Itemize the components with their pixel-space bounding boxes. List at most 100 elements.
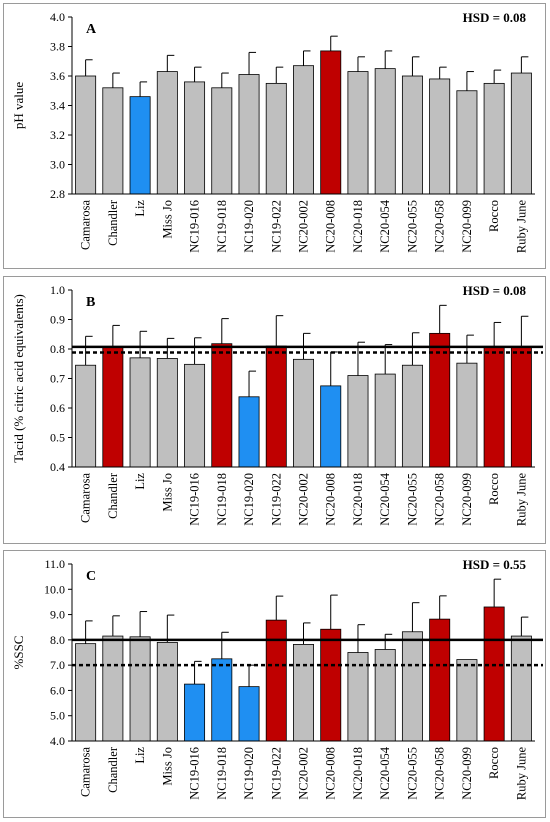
y-tick-label: 5.0 (50, 709, 65, 723)
bar-nc20-099 (456, 659, 478, 742)
x-tick-label: NC20-058 (433, 200, 447, 253)
bar-nc20-055 (401, 631, 423, 742)
x-tick-label: NC19-018 (215, 747, 229, 800)
bar-rocco (483, 82, 505, 195)
x-tick-label: Ruby June (514, 473, 528, 527)
x-tick-label: NC20-018 (351, 747, 365, 800)
panel-letter: B (86, 295, 95, 310)
y-tick-label: 3.8 (50, 40, 65, 54)
bar-nc20-058 (429, 618, 451, 742)
bar-nc19-020 (238, 74, 260, 195)
bar-nc19-018 (211, 658, 233, 742)
x-tick-label: NC19-016 (188, 747, 202, 800)
x-tick-label: NC20-058 (433, 747, 447, 800)
bar-nc19-016 (184, 363, 206, 468)
bar-nc19-022 (265, 619, 287, 742)
bar-chandler (102, 635, 124, 742)
bar-chandler (102, 346, 124, 468)
bar-rocco (483, 347, 505, 468)
bar-liz (129, 96, 151, 195)
bar-nc19-020 (238, 686, 260, 742)
x-tick-label: NC20-099 (460, 473, 474, 526)
x-tick-label: Miss Jo (160, 200, 174, 239)
bar-nc19-020 (238, 396, 260, 468)
y-tick-label: 7.0 (50, 658, 65, 672)
x-tick-label: Miss Jo (160, 747, 174, 786)
y-tick-label: 4.0 (50, 10, 65, 24)
y-tick-label: 0.6 (50, 401, 65, 415)
y-tick-label: 3.2 (50, 128, 65, 142)
x-tick-label: NC20-008 (324, 473, 338, 526)
bar-nc20-008 (320, 628, 342, 742)
panel-letter: C (86, 569, 96, 584)
x-tick-label: Liz (133, 200, 147, 217)
bar-nc19-016 (184, 81, 206, 195)
x-tick-label: NC19-020 (242, 473, 256, 526)
x-tick-label: Ruby June (514, 747, 528, 801)
panel-a: 2.8 3.0 3.2 3.4 3.6 3.8 4.0 pH value Camarosa Cha… (3, 3, 546, 269)
x-tick-label: NC19-022 (269, 473, 283, 526)
y-tick-label: 0.5 (50, 431, 65, 445)
x-tick-label: Camarosa (79, 473, 93, 523)
x-tick-label: NC20-099 (460, 747, 474, 800)
y-tick-label: 0.7 (50, 372, 65, 386)
bar-nc20-008 (320, 385, 342, 468)
bar-nc20-054 (374, 68, 396, 195)
x-tick-label: NC19-018 (215, 473, 229, 526)
x-tick-label: NC20-099 (460, 200, 474, 253)
x-tick-label: NC20-058 (433, 473, 447, 526)
x-tick-label: NC20-008 (324, 747, 338, 800)
panel-b: 0.4 0.5 0.6 0.7 0.8 0.9 1.0 Tacid (% citric aci… (3, 276, 546, 544)
y-tick-label: 0.4 (50, 460, 65, 474)
x-tick-label: NC19-020 (242, 200, 256, 253)
bar-nc19-018 (211, 87, 233, 195)
bar-nc20-055 (401, 364, 423, 468)
x-tick-label: Miss Jo (160, 473, 174, 512)
x-tick-label: Chandler (106, 472, 120, 519)
bar-nc20-054 (374, 649, 396, 742)
x-tick-label: NC20-054 (378, 746, 392, 800)
x-tick-label: Chandler (106, 746, 120, 793)
bar-nc20-099 (456, 362, 478, 468)
x-tick-label: NC19-018 (215, 200, 229, 253)
x-tick-label: NC19-020 (242, 747, 256, 800)
chart-c: 4.0 5.0 6.0 7.0 8.0 9.0 10.0 11.0 %SSC Camarosa Ch… (11, 557, 543, 801)
bar-nc20-002 (293, 358, 314, 468)
y-tick-label: 6.0 (50, 683, 65, 697)
chart-a: 2.8 3.0 3.2 3.4 3.6 3.8 4.0 pH value Camarosa Cha… (11, 10, 535, 253)
y-tick-label: 8.0 (50, 633, 65, 647)
panel-letter: A (86, 22, 97, 37)
x-tick-label: NC20-054 (378, 199, 392, 253)
y-tick-label: 9.0 (50, 608, 65, 622)
y-axis-title: %SSC (11, 636, 26, 670)
bar-ruby-june (510, 346, 532, 468)
bar-chandler (102, 87, 124, 195)
bar-rocco (483, 606, 505, 742)
bar-miss-jo (156, 71, 178, 195)
x-tick-label: NC20-055 (405, 200, 419, 253)
bar-nc20-002 (293, 65, 314, 195)
y-tick-label: 3.6 (50, 69, 65, 83)
x-tick-label: NC19-022 (269, 747, 283, 800)
y-tick-label: 4.0 (50, 734, 65, 748)
y-tick-label: 2.8 (50, 187, 65, 201)
bar-camarosa (75, 75, 97, 195)
bar-camarosa (75, 364, 97, 468)
x-tick-label: NC20-054 (378, 472, 392, 526)
bar-ruby-june (510, 635, 532, 742)
bar-nc20-055 (401, 75, 423, 195)
bar-camarosa (75, 643, 97, 742)
x-tick-label: Rocco (487, 200, 501, 232)
hsd-label: HSD = 0.08 (463, 283, 527, 298)
y-tick-label: 10.0 (44, 582, 65, 596)
y-tick-label: 1.0 (50, 283, 65, 297)
bar-nc19-022 (265, 345, 287, 468)
x-tick-label: NC20-018 (351, 473, 365, 526)
bar-miss-jo (156, 641, 178, 742)
x-tick-label: Chandler (106, 199, 120, 246)
x-tick-label: NC19-022 (269, 200, 283, 253)
bar-liz (129, 357, 151, 468)
hsd-label: HSD = 0.55 (463, 557, 527, 572)
x-tick-label: NC19-016 (188, 200, 202, 253)
bar-nc20-099 (456, 90, 478, 195)
